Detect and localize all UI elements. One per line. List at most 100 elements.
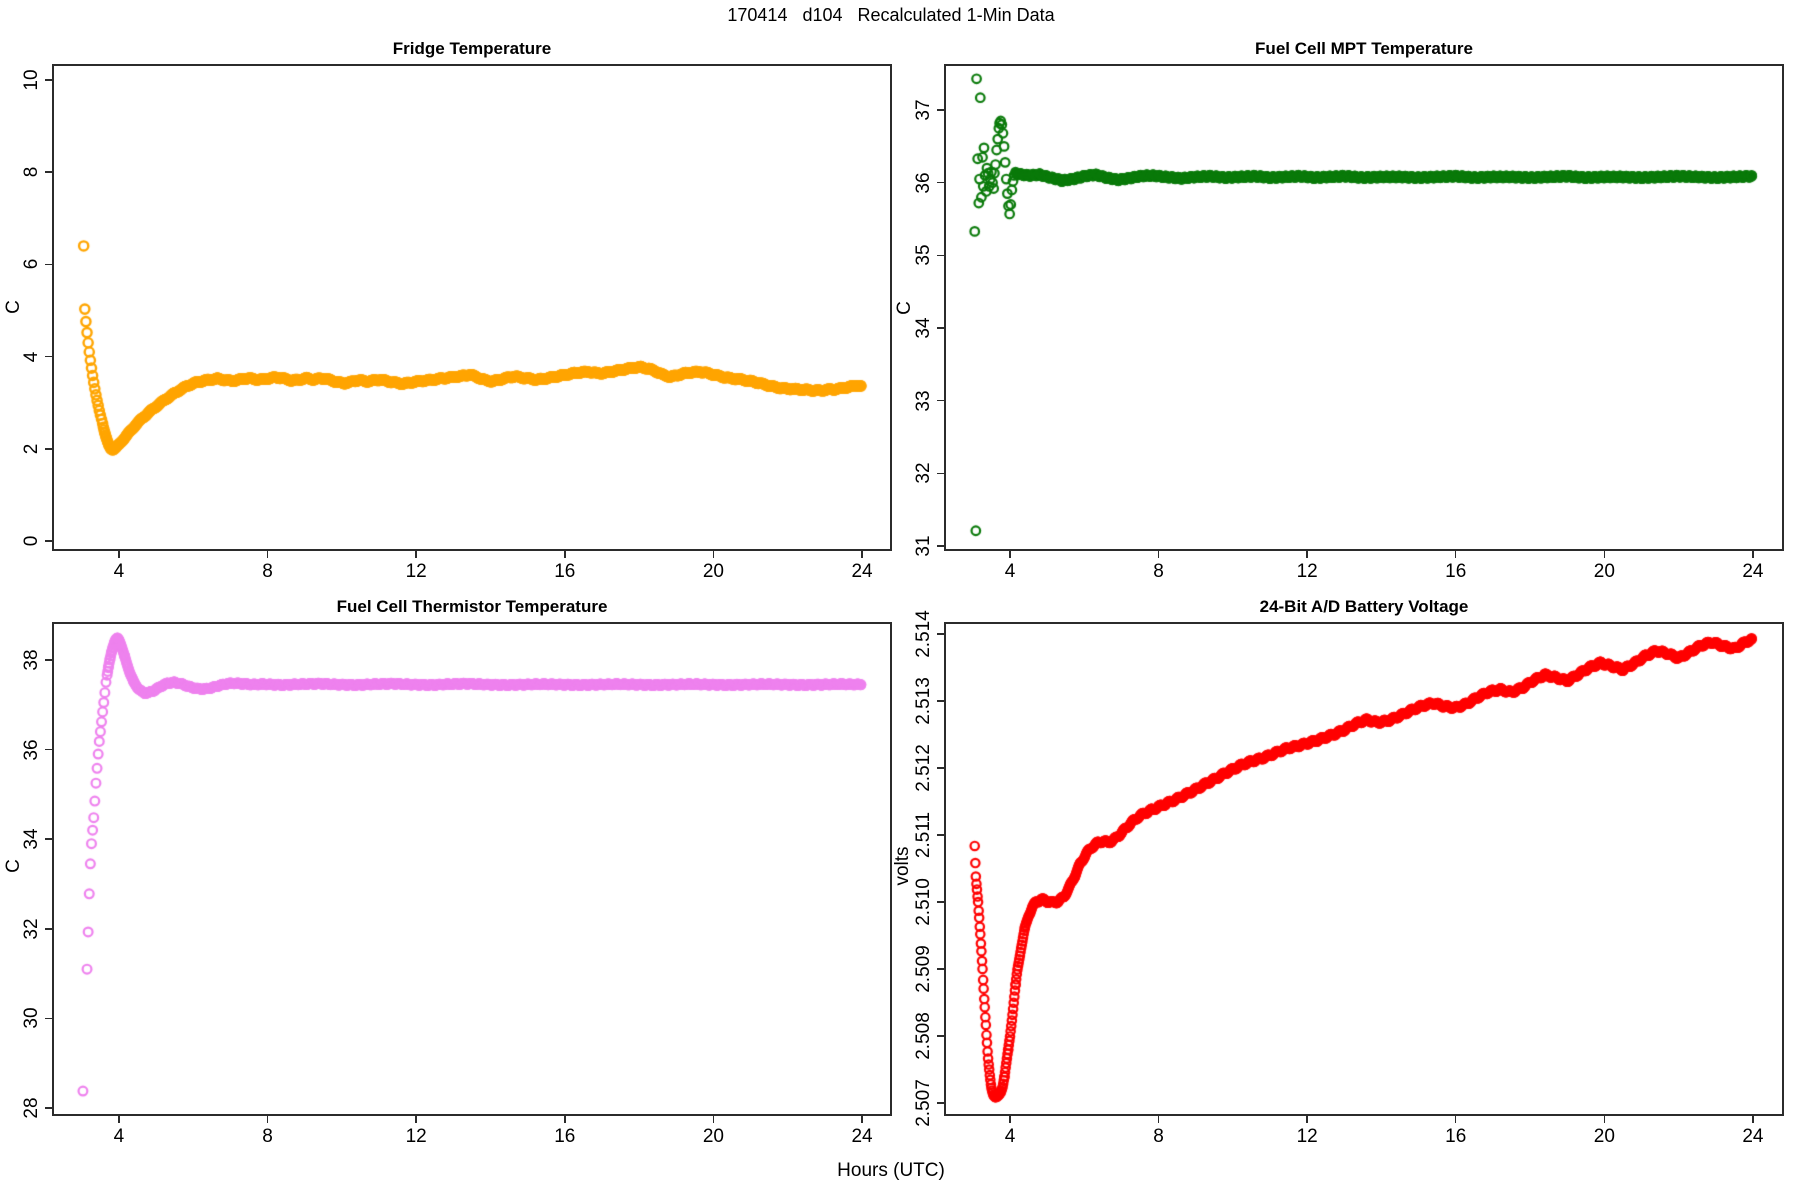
x-tick-mark [1157,1116,1160,1123]
x-tick-label: 4 [1004,1126,1016,1147]
x-tick-mark [1603,1116,1606,1123]
y-tick-label: 2.513 [913,677,934,725]
x-tick-label: 20 [702,1126,724,1147]
x-tick-mark [1752,551,1754,558]
x-tick-label: 20 [1593,561,1615,582]
y-tick-mark [937,700,944,702]
y-tick-mark [937,181,944,184]
y-tick-mark [45,1107,52,1109]
x-tick-mark [415,551,417,558]
y-tick-label: 36 [913,172,934,194]
x-tick-mark [1009,1116,1011,1123]
y-tick-mark [937,1102,944,1104]
x-tick-label: 16 [1445,1126,1467,1147]
plot-box-fridge-temperature [52,64,892,551]
y-tick-mark [937,901,944,903]
y-axis-label-volts: volts [892,846,913,886]
x-tick-mark [266,1116,269,1123]
y-tick-label: 8 [21,166,42,178]
y-tick-label: 36 [21,738,42,761]
y-tick-label: 30 [21,1007,42,1029]
y-tick-label: 33 [913,390,934,412]
x-tick-mark [564,1116,566,1123]
y-tick-label: 2.511 [913,811,934,859]
plot-box-fuel-cell-mpt-temperature [944,64,1784,551]
y-tick-label: 2.507 [913,1079,934,1127]
fuel-cell-thermistor-temperature-canvas [53,623,891,1115]
x-tick-label: 4 [113,561,125,582]
y-tick-mark [45,263,52,266]
x-tick-mark [1454,551,1457,558]
panel-title-fridge-temperature: Fridge Temperature [392,39,552,58]
x-tick-mark [1009,551,1011,558]
main-title: 170414 d104 Recalculated 1-Min Data [727,5,1055,25]
x-tick-mark [712,551,715,558]
x-tick-label: 4 [1004,561,1016,582]
y-tick-mark [937,834,944,836]
x-tick-label: 8 [262,561,273,582]
y-tick-mark [937,472,944,475]
x-tick-mark [415,1116,417,1123]
plot-box-battery-voltage [944,622,1784,1116]
x-tick-label: 8 [262,1126,273,1147]
panel-title-fuel-cell-mpt-temperature: Fuel Cell MPT Temperature [1255,39,1473,58]
x-tick-label: 24 [851,561,873,582]
x-tick-label: 12 [405,561,427,582]
y-tick-mark [45,748,52,751]
y-tick-mark [45,838,52,840]
plot-box-fuel-cell-thermistor-temperature [52,622,892,1116]
y-tick-mark [937,399,944,402]
y-tick-mark [937,968,944,970]
x-tick-label: 4 [113,1126,125,1147]
x-tick-label: 12 [1296,1126,1318,1147]
y-tick-mark [45,171,52,173]
y-tick-mark [45,448,52,450]
x-axis-label: Hours (UTC) [837,1160,945,1181]
x-tick-label: 8 [1153,1126,1164,1147]
y-tick-label: 2.512 [913,744,934,792]
y-tick-mark [45,355,52,358]
y-tick-label: 6 [21,259,42,270]
y-tick-mark [45,659,52,661]
x-tick-mark [266,551,269,558]
y-tick-label: 2.514 [913,610,934,658]
panel-title-battery-voltage: 24-Bit A/D Battery Voltage [1259,597,1469,616]
y-tick-label: 35 [913,244,934,266]
x-tick-mark [118,551,120,558]
x-tick-mark [118,1116,120,1123]
x-tick-mark [861,1116,863,1123]
y-tick-mark [937,545,944,547]
x-tick-label: 12 [405,1126,427,1147]
y-tick-label: 2.509 [913,945,934,993]
y-tick-mark [937,109,944,111]
x-tick-label: 16 [554,1126,576,1147]
y-tick-mark [45,79,52,81]
x-tick-label: 24 [1742,1126,1764,1147]
y-tick-label: 37 [913,99,934,121]
y-tick-label: 31 [913,535,934,557]
y-tick-mark [937,327,944,329]
x-tick-label: 20 [702,561,724,582]
y-tick-mark [937,254,944,257]
x-tick-mark [1306,551,1308,558]
x-tick-mark [1603,551,1606,558]
x-tick-mark [1752,1116,1754,1123]
fridge-temperature-canvas [53,65,891,550]
y-tick-label: 34 [21,828,42,850]
y-tick-label: 2.510 [913,878,934,926]
x-tick-mark [1157,551,1160,558]
x-tick-mark [1306,1116,1308,1123]
y-tick-label: 4 [21,351,42,362]
y-tick-label: 34 [913,317,934,339]
x-tick-label: 8 [1153,561,1164,582]
x-tick-mark [861,551,863,558]
y-tick-mark [45,1017,52,1020]
x-tick-label: 24 [1742,561,1764,582]
x-tick-label: 20 [1593,1126,1615,1147]
y-tick-mark [937,633,944,635]
x-tick-label: 16 [554,561,576,582]
y-tick-mark [937,767,944,769]
x-tick-mark [712,1116,715,1123]
x-tick-mark [564,551,566,558]
